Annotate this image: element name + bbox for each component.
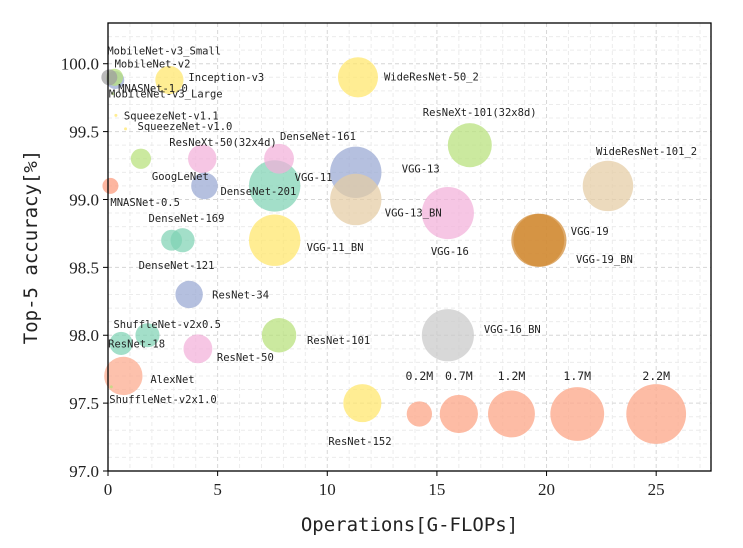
bubble-inception-v3 — [155, 65, 184, 95]
label-vgg-13: VGG-13 — [402, 163, 440, 175]
bubble-resnext-50-32x4d — [188, 144, 217, 174]
label-vgg-11: VGG-11 — [295, 172, 333, 184]
label-vgg-19: VGG-19 — [571, 226, 609, 238]
y-tick-label: 97.0 — [69, 462, 99, 481]
x-tick-label: 20 — [538, 480, 555, 499]
bubble-resnet-18 — [109, 331, 133, 355]
bubble-alexnet — [104, 356, 143, 396]
label-mnasnet-0-5: MNASNet-0.5 — [110, 197, 180, 209]
legend-bubble-1-2m — [488, 390, 535, 438]
label-alexnet: AlexNet — [150, 374, 194, 386]
bubble-squeezenet-v1-0 — [124, 127, 128, 131]
bubble-vgg-11-bn — [248, 214, 301, 266]
bubble-wideresnet-101-2 — [582, 160, 634, 212]
bubble-mobilenet-v3-small — [101, 69, 118, 86]
label-mobilenet-v3-small: MobileNet-v3_Small — [107, 45, 221, 57]
bubble-resnet-101 — [261, 318, 297, 353]
label-densenet-201: DenseNet-201 — [220, 186, 296, 198]
label-wideresnet-50-2: WideResNet-50_2 — [384, 71, 479, 83]
legend-bubble-1-7m — [550, 387, 605, 441]
label-wideresnet-101-2: WideResNet-101_2 — [596, 146, 697, 158]
legend-label-2-2m: 2.2M — [642, 369, 670, 383]
label-resnet-18: ResNet-18 — [108, 338, 165, 350]
label-vgg-19-bn: VGG-19_BN — [576, 254, 633, 266]
label-resnext-50-32x4d: ResNeXt-50(32x4d) — [169, 137, 276, 149]
bubble-densenet-161 — [264, 143, 294, 174]
bubble-shufflenet-v2x1-0 — [109, 385, 113, 389]
x-tick-label: 5 — [213, 480, 222, 499]
label-mobilenet-v2: MobileNet-v2 — [115, 58, 191, 70]
label-resnet-34: ResNet-34 — [212, 290, 269, 302]
legend-bubble-0-2m — [406, 401, 433, 427]
bubble-shufflenet-v2x0-5 — [135, 323, 160, 348]
label-vgg-16-bn: VGG-16_BN — [484, 324, 541, 336]
label-resnet-152: ResNet-152 — [328, 436, 391, 448]
label-densenet-169: DenseNet-169 — [149, 213, 225, 225]
label-mobilenet-v3-large: MobileNet-v3_Large — [109, 89, 223, 101]
x-axis-title: Operations[G-FLOPs] — [301, 514, 518, 536]
label-resnet-50: ResNet-50 — [217, 352, 274, 364]
label-shufflenet-v2x0-5: ShuffleNet-v2x0.5 — [113, 319, 220, 331]
label-vgg-13-bn: VGG-13_BN — [385, 207, 442, 219]
bubbles — [101, 57, 634, 423]
bubble-densenet-121 — [161, 229, 183, 251]
legend-label-1-2m: 1.2M — [498, 369, 526, 383]
x-tick-label: 15 — [428, 480, 445, 499]
bubble-vgg-11 — [248, 160, 301, 212]
bubble-vgg-16 — [421, 187, 474, 240]
bubble-vgg-16-bn — [421, 309, 474, 362]
legend-label-0-2m: 0.2M — [406, 369, 434, 383]
x-tick-label: 10 — [319, 480, 336, 499]
y-tick-label: 99.0 — [69, 190, 99, 209]
size-legend: 0.2M 0.7M 1.2M 1.7M 2.2M — [406, 369, 687, 444]
bubble-vgg-19-bn — [513, 213, 567, 267]
bubble-resnet-50 — [183, 334, 213, 364]
axes: 0 5 10 15 20 25 97.0 97.5 98.0 98.5 99.0 99.5 100.0 — [61, 55, 665, 499]
x-tick-label: 25 — [648, 480, 665, 499]
label-googlenet: GoogLeNet — [152, 171, 209, 183]
y-axis-title: Top-5 accuracy[%] — [20, 150, 42, 344]
bubble-resnet-34 — [175, 280, 203, 309]
y-tick-label: 99.5 — [69, 123, 99, 142]
y-tick-label: 97.5 — [69, 394, 99, 413]
legend-label-0-7m: 0.7M — [445, 369, 473, 383]
legend-bubble-0-7m — [439, 394, 478, 434]
label-squeezenet-v1-1: SqueezeNet-v1.1 — [124, 110, 219, 122]
bubble-resnext-101-32x8d — [447, 123, 492, 168]
label-resnext-101-32x8d: ResNeXt-101(32x8d) — [423, 107, 537, 119]
y-tick-label: 98.0 — [69, 326, 99, 345]
y-tick-label: 98.5 — [69, 258, 99, 277]
label-squeezenet-v1-0: SqueezeNet-v1.0 — [138, 121, 233, 133]
y-tick-label: 100.0 — [61, 55, 99, 74]
bubble-resnet-152 — [343, 384, 382, 423]
label-mnasnet-1-0: MNASNet-1.0 — [118, 83, 188, 95]
label-vgg-11-bn: VGG-11_BN — [307, 242, 364, 254]
bubble-googlenet — [130, 148, 152, 169]
bubble-squeezenet-v1-1 — [114, 113, 118, 117]
label-shufflenet-v2x1-0: ShuffleNet-v2x1.0 — [109, 394, 216, 406]
legend-label-1-7m: 1.7M — [563, 369, 591, 383]
label-vgg-16: VGG-16 — [431, 246, 469, 258]
bubble-mnasnet-0-5 — [102, 177, 119, 194]
bubble-vgg-13-bn — [330, 173, 382, 226]
bubble-densenet-201 — [191, 172, 218, 200]
plot-frame — [107, 22, 712, 472]
x-tick-label: 0 — [104, 480, 113, 499]
label-densenet-161: DenseNet-161 — [280, 131, 356, 143]
bubble-mobilenet-v3-large — [111, 92, 115, 96]
label-inception-v3: Inception-v3 — [188, 72, 264, 84]
bubble-wideresnet-50-2 — [337, 57, 379, 98]
legend-bubble-2-2m — [626, 384, 687, 444]
label-resnet-101: ResNet-101 — [307, 335, 370, 347]
label-densenet-121: DenseNet-121 — [139, 260, 215, 272]
